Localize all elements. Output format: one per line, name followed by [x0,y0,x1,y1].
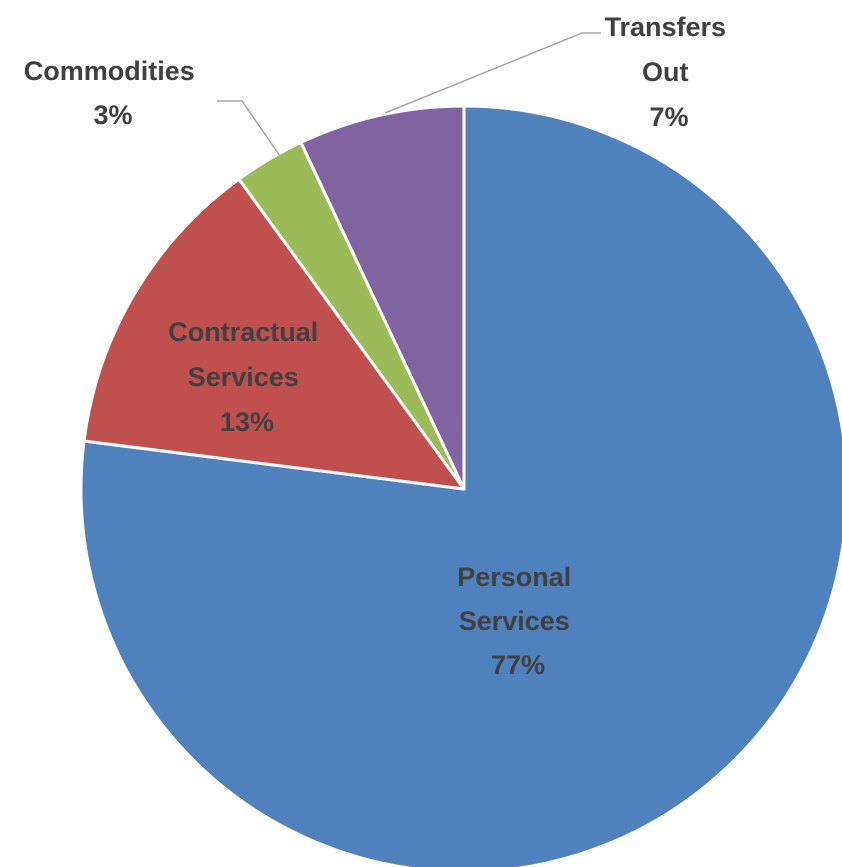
pie-slice-transfers-out [299,104,466,491]
personal-services-label-line2: Services [459,606,570,636]
pie-slices [79,104,842,867]
commodities-leader-line [217,100,281,157]
contractual-services-data-label: Contractual Services 13% [168,317,326,437]
transfers-out-percent: 7% [649,102,688,132]
contractual-services-label-line2: Services [188,362,299,392]
personal-services-data-label: Personal Services 77% [457,562,579,680]
pie-slice-personal-services [79,104,842,867]
commodities-label-line1: Commodities [24,56,195,86]
pie-slice-contractual-services [82,177,466,491]
transfers-out-label-line1: Transfers [604,12,726,42]
contractual-services-percent: 13% [220,407,274,437]
commodities-percent: 3% [93,100,132,130]
commodities-data-label: Commodities 3% [24,56,203,130]
contractual-services-label-line1: Contractual [168,317,318,347]
personal-services-label-line1: Personal [457,562,571,592]
transfers-out-data-label: Transfers Out 7% [604,12,733,132]
transfers-out-label-line2: Out [642,57,689,87]
personal-services-percent: 77% [491,650,545,680]
transfers-leader-line [384,32,601,114]
